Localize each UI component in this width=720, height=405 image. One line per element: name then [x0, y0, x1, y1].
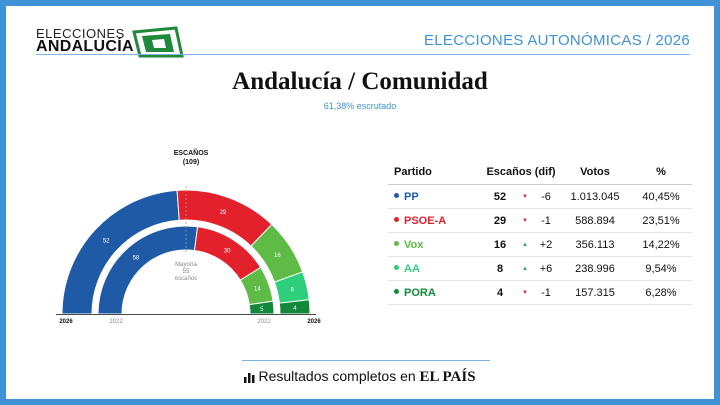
seats-total: (109): [182, 159, 200, 166]
party-row-aa: AA 8 ▲ +6 238.996 9,54%: [388, 256, 692, 281]
party-seats: 16: [482, 232, 518, 257]
arc-label-2026-vox: 16: [274, 253, 281, 259]
party-seats: 29: [482, 208, 518, 233]
party-name-cell: PSOE-A: [388, 208, 482, 233]
elecciones-andalucia-logo[interactable]: ELECCIONES ANDALUCÍA: [36, 26, 196, 60]
arc-label-2026-pora: 4: [293, 306, 297, 312]
arc-label-2022-pora: 5: [260, 307, 264, 313]
triangle-down-icon: ▼: [518, 208, 532, 233]
el-pais-logo: EL PAÍS: [419, 369, 476, 385]
arc-label-2026-pp: 52: [103, 238, 110, 244]
year-label: 2022: [257, 319, 271, 325]
party-name: Vox: [404, 238, 424, 251]
header-seats: Escaños (dif): [482, 164, 560, 185]
year-label: 2022: [109, 319, 123, 325]
party-votes: 157.315: [560, 280, 630, 305]
party-percentage: 14,22%: [630, 232, 692, 257]
party-name: PP: [404, 190, 419, 203]
party-seat-difference: +6: [532, 256, 560, 281]
party-name-cell: PORA: [388, 280, 482, 305]
party-name: PSOE-A: [404, 214, 447, 227]
party-votes: 1.013.045: [560, 184, 630, 209]
party-name: AA: [404, 262, 420, 275]
scrutiny-status: 61,38% escrutado: [323, 101, 397, 111]
triangle-up-icon: ▲: [518, 232, 532, 257]
arc-label-2022-vox: 14: [254, 286, 261, 292]
results-card: ELECCIONES ANDALUCÍA ELECCIONES AUTONÓMI…: [6, 6, 714, 399]
header-party: Partido: [388, 164, 482, 185]
arc-label-2026-aa: 8: [290, 288, 294, 294]
results-table: Partido Escaños (dif) Votos % PP 52 ▼ -6 1.0…: [388, 164, 692, 305]
party-row-pp: PP 52 ▼ -6 1.013.045 40,45%: [388, 184, 692, 209]
party-color-dot: [394, 265, 399, 271]
footer-divider: [242, 360, 490, 361]
party-name: PORA: [404, 286, 436, 299]
header-title: ELECCIONES AUTONÓMICAS / 2026: [423, 32, 690, 49]
triangle-down-icon: ▼: [518, 280, 532, 305]
logo-line1: ELECCIONES: [36, 26, 125, 41]
party-percentage: 9,54%: [630, 256, 692, 281]
footer-text: Resultados completos en: [258, 368, 416, 384]
party-seat-difference: -1: [532, 208, 560, 233]
party-color-dot: [394, 289, 399, 295]
arc-label-2022-pp: 58: [133, 255, 140, 261]
party-seat-difference: +2: [532, 232, 560, 257]
party-votes: 356.113: [560, 232, 630, 257]
year-label: 2026: [59, 319, 73, 325]
party-name-cell: AA: [388, 256, 482, 281]
header-divider: [36, 54, 690, 55]
ballot-box-icon: [132, 26, 184, 58]
triangle-up-icon: ▲: [518, 256, 532, 281]
header-pct: %: [630, 164, 692, 185]
triangle-down-icon: ▼: [518, 184, 532, 209]
full-results-link[interactable]: Resultados completos en EL PAÍS: [6, 368, 714, 386]
seats-chart: ESCAÑOS (109) 52 29 16 8 4 58 30 14 5 Mayoría 55 es…: [36, 146, 336, 331]
party-name-cell: PP: [388, 184, 482, 209]
results-header-row: Partido Escaños (dif) Votos %: [388, 164, 692, 185]
party-percentage: 23,51%: [630, 208, 692, 233]
arc-2026-pora: [278, 299, 311, 315]
party-seats: 4: [482, 280, 518, 305]
party-seat-difference: -6: [532, 184, 560, 209]
party-row-vox: Vox 16 ▲ +2 356.113 14,22%: [388, 232, 692, 257]
arc-2022-pora: [248, 300, 275, 315]
party-votes: 238.996: [560, 256, 630, 281]
party-seats: 8: [482, 256, 518, 281]
party-row-psoe-a: PSOE-A 29 ▼ -1 588.894 23,51%: [388, 208, 692, 233]
party-percentage: 6,28%: [630, 280, 692, 305]
party-row-pora: PORA 4 ▼ -1 157.315 6,28%: [388, 280, 692, 305]
seats-label: ESCAÑOS: [173, 150, 209, 157]
bar-chart-icon: [244, 372, 255, 383]
arc-label-2022-psoe-a: 30: [224, 249, 231, 255]
logo-line2: ANDALUCÍA: [36, 38, 134, 55]
arc-label-2026-psoe-a: 29: [220, 210, 227, 216]
header-votes: Votos: [560, 164, 630, 185]
party-percentage: 40,45%: [630, 184, 692, 209]
year-label: 2026: [307, 319, 321, 325]
majority-label-line: escaños: [175, 276, 197, 282]
majority-label-line: 55: [183, 269, 190, 275]
party-color-dot: [394, 241, 399, 247]
party-name-cell: Vox: [388, 232, 482, 257]
party-votes: 588.894: [560, 208, 630, 233]
party-color-dot: [394, 193, 399, 199]
page-title: Andalucía / Comunidad: [232, 68, 488, 95]
party-seats: 52: [482, 184, 518, 209]
party-color-dot: [394, 217, 399, 223]
seats-chart-title: ESCAÑOS (109): [166, 149, 216, 167]
majority-label-line: Mayoría: [175, 262, 197, 268]
party-seat-difference: -1: [532, 280, 560, 305]
